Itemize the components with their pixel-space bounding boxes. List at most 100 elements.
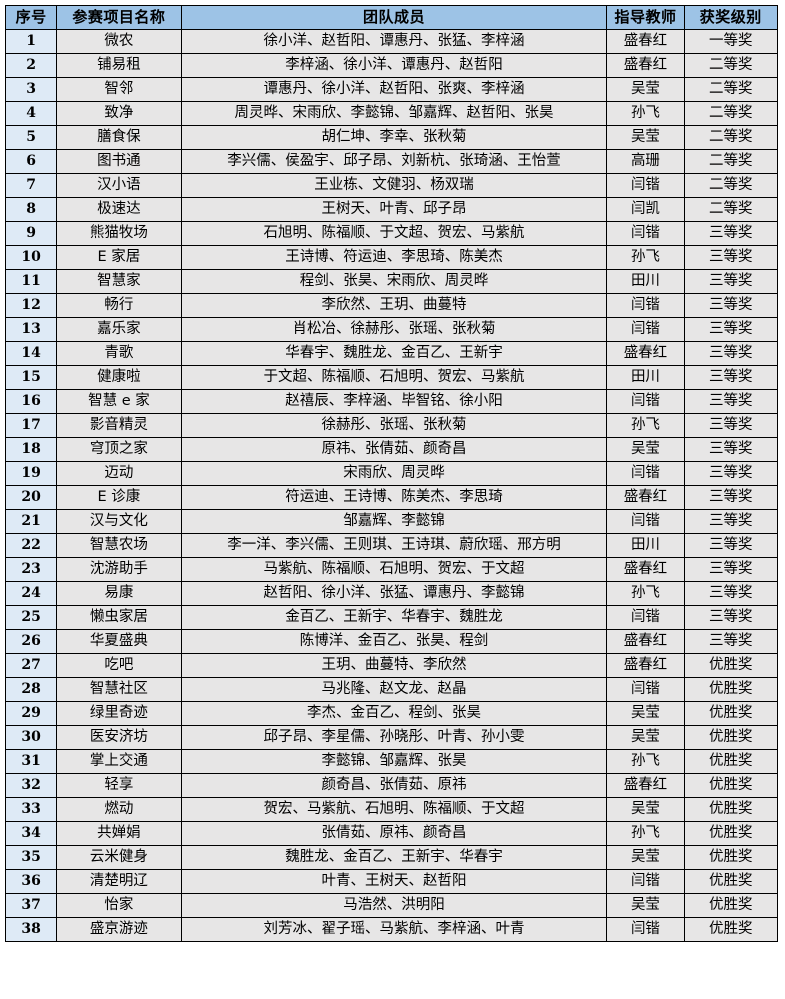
cell-members: 颜奇昌、张倩茹、原祎 [180, 773, 608, 798]
cell-award: 优胜奖 [683, 653, 779, 678]
cell-index: 5 [4, 125, 58, 150]
cell-members: 马浩然、洪明阳 [180, 893, 608, 918]
cell-index: 24 [4, 581, 58, 606]
cell-index: 29 [4, 701, 58, 726]
table-row: 12 畅行 李欣然、王玥、曲蔓特 闫锴 三等奖 [4, 293, 779, 318]
cell-teacher: 吴莹 [606, 725, 685, 750]
cell-award: 三等奖 [683, 557, 779, 582]
cell-members: 叶青、王树天、赵哲阳 [180, 869, 608, 894]
table-row: 8 极速达 王树天、叶青、邱子昂 闫凯 二等奖 [4, 197, 779, 222]
cell-project: E 家居 [56, 245, 182, 270]
cell-project: 汉小语 [56, 173, 182, 198]
cell-project: 绿里奇迹 [56, 701, 182, 726]
cell-project: 轻享 [56, 773, 182, 798]
cell-index: 1 [4, 29, 58, 54]
cell-members: 李兴儒、侯盈宇、邱子昂、刘新杭、张琦涵、王怡萱 [180, 149, 608, 174]
table-row: 25 懒虫家居 金百乙、王新宇、华春宇、魏胜龙 闫锴 三等奖 [4, 605, 779, 630]
cell-teacher: 盛春红 [606, 29, 685, 54]
table-header: 序号 参赛项目名称 团队成员 指导教师 获奖级别 [4, 5, 779, 30]
cell-project: 迈动 [56, 461, 182, 486]
column-header-teacher: 指导教师 [606, 5, 685, 30]
cell-project: 燃动 [56, 797, 182, 822]
cell-teacher: 孙飞 [606, 101, 685, 126]
column-header-index: 序号 [4, 5, 58, 30]
cell-members: 胡仁坤、李幸、张秋菊 [180, 125, 608, 150]
cell-award: 三等奖 [683, 269, 779, 294]
cell-members: 徐赫彤、张瑶、张秋菊 [180, 413, 608, 438]
cell-project: 影音精灵 [56, 413, 182, 438]
cell-index: 31 [4, 749, 58, 774]
table-row: 23 沈游助手 马紫航、陈福顺、石旭明、贺宏、于文超 盛春红 三等奖 [4, 557, 779, 582]
cell-project: 膳食保 [56, 125, 182, 150]
cell-award: 三等奖 [683, 245, 779, 270]
cell-project: 医安济坊 [56, 725, 182, 750]
cell-index: 36 [4, 869, 58, 894]
cell-teacher: 高珊 [606, 149, 685, 174]
cell-project: 懒虫家居 [56, 605, 182, 630]
cell-award: 三等奖 [683, 221, 779, 246]
cell-project: 智慧农场 [56, 533, 182, 558]
table-row: 13 嘉乐家 肖松冶、徐赫彤、张瑶、张秋菊 闫锴 三等奖 [4, 317, 779, 342]
cell-teacher: 闫锴 [606, 461, 685, 486]
cell-award: 三等奖 [683, 461, 779, 486]
cell-award: 三等奖 [683, 317, 779, 342]
cell-award: 三等奖 [683, 341, 779, 366]
cell-teacher: 闫锴 [606, 677, 685, 702]
cell-index: 14 [4, 341, 58, 366]
cell-teacher: 闫锴 [606, 917, 685, 942]
cell-teacher: 闫锴 [606, 509, 685, 534]
cell-index: 30 [4, 725, 58, 750]
cell-members: 谭惠丹、徐小洋、赵哲阳、张爽、李梓涵 [180, 77, 608, 102]
table-body: 1 微农 徐小洋、赵哲阳、谭惠丹、张猛、李梓涵 盛春红 一等奖 2 铺易租 李梓涵、徐小洋、谭… [4, 29, 779, 942]
cell-teacher: 闫锴 [606, 317, 685, 342]
cell-award: 三等奖 [683, 389, 779, 414]
cell-members: 魏胜龙、金百乙、王新宇、华春宇 [180, 845, 608, 870]
table-row: 6 图书通 李兴儒、侯盈宇、邱子昂、刘新杭、张琦涵、王怡萱 高珊 二等奖 [4, 149, 779, 174]
cell-award: 二等奖 [683, 53, 779, 78]
cell-index: 21 [4, 509, 58, 534]
cell-index: 9 [4, 221, 58, 246]
cell-members: 陈博洋、金百乙、张昊、程剑 [180, 629, 608, 654]
cell-teacher: 田川 [606, 365, 685, 390]
cell-teacher: 吴莹 [606, 701, 685, 726]
cell-index: 3 [4, 77, 58, 102]
cell-members: 李懿锦、邹嘉辉、张昊 [180, 749, 608, 774]
cell-teacher: 吴莹 [606, 797, 685, 822]
cell-award: 三等奖 [683, 365, 779, 390]
table-row: 11 智慧家 程剑、张昊、宋雨欣、周灵晔 田川 三等奖 [4, 269, 779, 294]
cell-members: 邱子昂、李星儒、孙晓彤、叶青、孙小雯 [180, 725, 608, 750]
cell-teacher: 吴莹 [606, 893, 685, 918]
cell-award: 二等奖 [683, 77, 779, 102]
cell-teacher: 盛春红 [606, 557, 685, 582]
table-row: 16 智慧 e 家赵禧辰、李梓涵、毕智铭、徐小阳 闫锴 三等奖 [4, 389, 779, 414]
cell-index: 33 [4, 797, 58, 822]
cell-teacher: 闫锴 [606, 173, 685, 198]
cell-project: 微农 [56, 29, 182, 54]
table-row: 18 穹顶之家 原祎、张倩茹、颜奇昌 吴莹 三等奖 [4, 437, 779, 462]
cell-members: 邹嘉辉、李懿锦 [180, 509, 608, 534]
cell-award: 优胜奖 [683, 797, 779, 822]
cell-teacher: 盛春红 [606, 53, 685, 78]
cell-award: 二等奖 [683, 149, 779, 174]
table-row: 36 清楚明辽 叶青、王树天、赵哲阳 闫锴 优胜奖 [4, 869, 779, 894]
cell-index: 23 [4, 557, 58, 582]
table-row: 20 E 诊康 符运迪、王诗博、陈美杰、李思琦 盛春红 三等奖 [4, 485, 779, 510]
cell-award: 二等奖 [683, 101, 779, 126]
cell-project: 青歌 [56, 341, 182, 366]
cell-members: 王诗博、符运迪、李思琦、陈美杰 [180, 245, 608, 270]
cell-index: 22 [4, 533, 58, 558]
cell-award: 优胜奖 [683, 917, 779, 942]
awards-table-container: 序号 参赛项目名称 团队成员 指导教师 获奖级别 1 微农 徐小洋、赵哲阳、谭惠丹、… [4, 5, 779, 942]
table-row: 15 健康啦 于文超、陈福顺、石旭明、贺宏、马紫航 田川 三等奖 [4, 365, 779, 390]
cell-teacher: 盛春红 [606, 773, 685, 798]
cell-members: 贺宏、马紫航、石旭明、陈福顺、于文超 [180, 797, 608, 822]
cell-project: 致净 [56, 101, 182, 126]
cell-award: 三等奖 [683, 605, 779, 630]
cell-award: 三等奖 [683, 413, 779, 438]
cell-members: 张倩茹、原祎、颜奇昌 [180, 821, 608, 846]
cell-award: 优胜奖 [683, 749, 779, 774]
cell-award: 二等奖 [683, 197, 779, 222]
cell-members: 华春宇、魏胜龙、金百乙、王新宇 [180, 341, 608, 366]
cell-award: 优胜奖 [683, 773, 779, 798]
cell-index: 27 [4, 653, 58, 678]
